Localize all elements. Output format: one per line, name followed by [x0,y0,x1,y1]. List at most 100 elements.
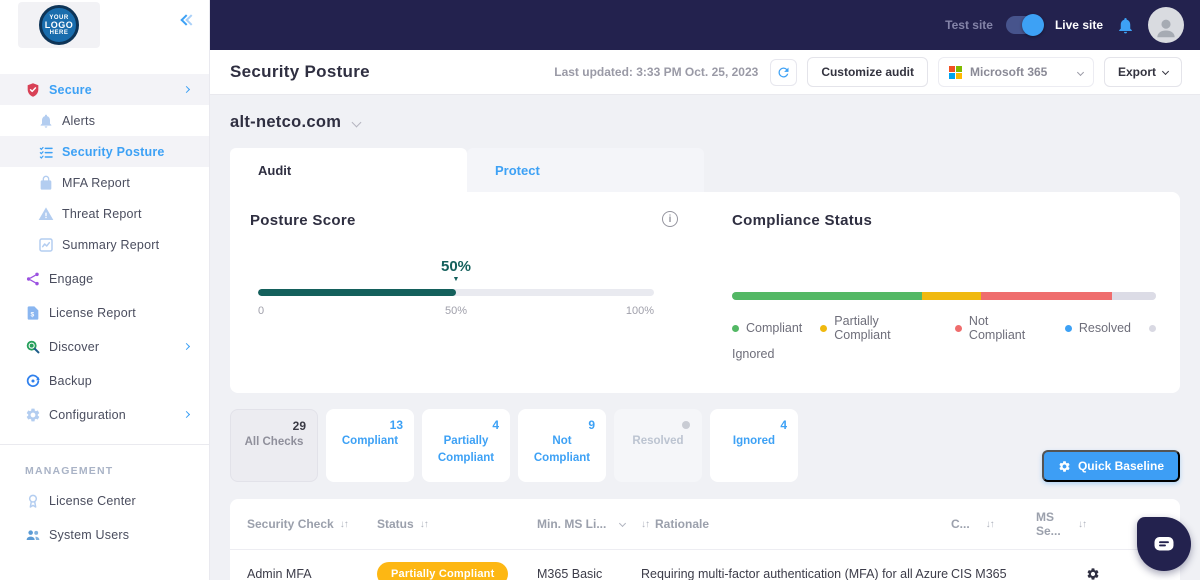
user-avatar[interactable] [1148,7,1184,43]
award-icon [25,493,41,509]
legend-dot-ignored [1149,324,1156,332]
chip-label: Resolved [632,435,684,447]
users-icon [25,527,41,543]
segment-not-compliant [980,292,1113,300]
cell-security-check: Admin MFA [247,567,312,580]
chip-label: All Checks [244,436,304,448]
chevron-down-icon [351,117,362,128]
segment-ignored [1112,292,1156,300]
compliance-status-section: Compliance Status Compliant Partially Co… [710,192,1180,393]
last-updated-text: Last updated: 3:33 PM Oct. 25, 2023 [554,65,759,79]
chat-widget-button[interactable] [1137,517,1191,571]
gauge-scale: 0 50% 100% [258,305,654,319]
domain-selector[interactable]: alt-netco.com [230,113,1180,132]
sidebar-item-discover[interactable]: Discover [0,331,209,362]
column-rationale[interactable]: ↓↑ Rationale [641,517,710,531]
sidebar-item-security-posture[interactable]: Security Posture [0,136,209,167]
compliance-stacked-bar [732,292,1156,300]
info-icon[interactable]: i [662,211,678,227]
sidebar-item-summary-report[interactable]: Summary Report [0,229,209,260]
chevron-down-icon [1161,67,1170,75]
customize-audit-button[interactable]: Customize audit [807,57,928,87]
sidebar-item-label: System Users [49,527,130,542]
sidebar-item-license-report[interactable]: License Report [0,297,209,328]
column-c[interactable]: C... ↓↑ [951,517,995,531]
column-security-check[interactable]: Security Check ↓↑ [247,517,349,531]
sidebar-item-threat-report[interactable]: Threat Report [0,198,209,229]
sidebar-item-license-center[interactable]: License Center [0,485,209,516]
legend-item-compliant: Compliant [732,321,802,335]
chip-count: 4 [780,418,787,432]
scale-tick-50: 50% [444,305,468,317]
sidebar-item-configuration[interactable]: Configuration [0,399,209,430]
bell-icon [38,113,54,129]
sidebar-collapse-icon[interactable] [180,14,197,26]
checklist-icon [38,144,54,160]
sort-icon[interactable]: ↓↑ [985,518,995,530]
customize-audit-label: Customize audit [821,65,914,79]
table-row[interactable]: Admin MFA Partially Compliant M365 Basic… [230,550,1180,580]
chevron-down-icon[interactable] [619,519,627,527]
sidebar-item-label: Secure [49,82,92,97]
compliance-legend: Compliant Partially Compliant Not Compli… [732,314,1156,361]
sidebar-item-system-users[interactable]: System Users [0,519,209,550]
filter-chip-compliant[interactable]: 13 Compliant [326,409,414,482]
filter-chip-not-compliant[interactable]: 9 Not Compliant [518,409,606,482]
sort-icon[interactable]: ↓↑ [641,518,650,530]
gauge-marker-icon: ▼ [452,276,460,283]
product-selector[interactable]: Microsoft 365 [937,57,1094,87]
chevron-right-icon [182,410,191,419]
chevron-down-icon [182,85,191,94]
gauge-fill [258,289,456,296]
chip-label: Ignored [732,435,776,447]
posture-score-gauge: 50% ▼ 0 50% 100% [258,258,654,319]
tab-protect[interactable]: Protect [467,148,704,192]
filter-chip-ignored[interactable]: 4 Ignored [710,409,798,482]
chip-count: 9 [588,418,595,432]
sidebar-item-mfa-report[interactable]: MFA Report [0,167,209,198]
chip-label: Partially Compliant [437,435,495,464]
shield-icon [25,82,41,98]
sidebar-item-secure[interactable]: Secure [0,74,209,105]
legend-dot [954,324,962,332]
site-mode-toggle[interactable] [1005,14,1044,36]
export-label: Export [1117,65,1156,79]
sidebar-divider [0,444,209,445]
person-icon [1153,15,1179,41]
export-button[interactable]: Export [1103,57,1182,87]
filter-chip-partially-compliant[interactable]: 4 Partially Compliant [422,409,510,482]
column-status[interactable]: Status ↓↑ [377,517,429,531]
sidebar-item-label: Threat Report [62,206,142,221]
sort-icon[interactable]: ↓↑ [339,518,349,530]
sidebar-item-label: Engage [49,271,94,286]
tab-bar: Audit Protect [230,148,1180,192]
domain-name: alt-netco.com [230,113,342,131]
logo-text-line1: YOUR [49,14,69,21]
sort-icon[interactable]: ↓↑ [1078,518,1087,530]
sidebar-item-backup[interactable]: Backup [0,365,209,396]
sidebar-item-alerts[interactable]: Alerts [0,105,209,136]
tab-audit[interactable]: Audit [230,148,467,192]
legend-label: Not Compliant [968,314,1026,342]
page-header: Security Posture Last updated: 3:33 PM O… [210,50,1200,95]
cell-compliance-framework: CIS M365 [951,567,1007,580]
refresh-icon [776,65,791,80]
filter-chip-all-checks[interactable]: 29 All Checks [230,409,318,482]
legend-label: Compliant [746,321,803,335]
content: alt-netco.com Audit Protect Posture Scor… [210,95,1200,580]
chip-count: 4 [492,418,499,432]
quick-baseline-button[interactable]: Quick Baseline [1041,450,1180,482]
sidebar-item-label: License Report [49,305,136,320]
notifications-bell-icon[interactable] [1116,16,1135,35]
column-min-ms-license[interactable]: Min. MS Li... [537,517,641,531]
sort-icon[interactable]: ↓↑ [419,518,429,530]
filter-chip-resolved[interactable]: Resolved [614,409,702,482]
column-ms-se[interactable]: MS Se... ↓↑ [1036,510,1087,538]
chat-bubble-icon [1152,532,1176,556]
legend-item-not-compliant: Not Compliant [954,314,1047,342]
refresh-button[interactable] [770,58,798,86]
score-panel: Posture Score i 50% ▼ 0 50% 100% [230,192,1180,393]
sidebar-item-engage[interactable]: Engage [0,263,209,294]
chip-count: 13 [389,418,403,432]
tab-label: Protect [495,162,540,178]
